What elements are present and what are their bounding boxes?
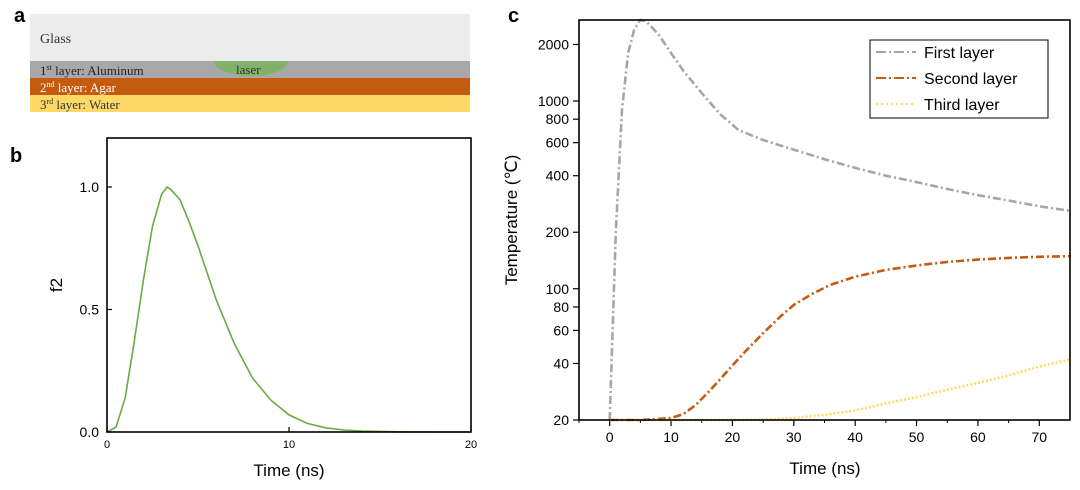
panel-c-ytick-label: 600: [546, 135, 570, 151]
glass-layer: [30, 14, 470, 61]
panel-c-xtick-label: 30: [786, 429, 802, 445]
layer1-label: 1st layer: Aluminum: [40, 63, 144, 78]
panel-c-ytick-label: 200: [546, 224, 570, 240]
f2-curve: [106, 185, 471, 433]
layer1-sup: st: [47, 63, 53, 72]
panel-b-xlabel: Time (ns): [253, 461, 324, 480]
panel-label-a: a: [14, 5, 26, 27]
panel-c-xlabel: Time (ns): [789, 459, 860, 478]
panel-c-ticks: 0 10 20 30 40 50 60 70 20 40 60 80 100 200 400 600 800 10…: [538, 36, 1047, 445]
third-layer-line: [609, 358, 1071, 422]
panel-c-ytick-label: 800: [546, 111, 570, 127]
panel-c-ytick-label: 40: [553, 355, 569, 371]
panel-c-xtick-label: 10: [663, 429, 679, 445]
panel-b-xtick-label: 10: [283, 439, 295, 451]
layer3-text: layer: Water: [53, 97, 120, 112]
panel-c: c 0 10 20 30 40 50 60 70 20 40 60 80 100 200 400 600 800…: [502, 5, 1071, 478]
layer2-label: 2nd layer: Agar: [40, 80, 117, 95]
layer3-sup: rd: [47, 97, 54, 106]
layer2-num: 2: [40, 80, 47, 95]
panel-b: b 0 10 20 0.0 0.5 1.0 Time (ns) f2: [10, 137, 478, 480]
panel-c-ytick-label: 1000: [538, 93, 569, 109]
panel-c-xtick-label: 0: [606, 429, 614, 445]
panel-c-xtick-label: 20: [725, 429, 741, 445]
layer3-label: 3rd layer: Water: [40, 97, 120, 112]
panel-c-ytick-label: 60: [553, 322, 569, 338]
agar-layer: [30, 78, 470, 95]
panel-b-ytick-label: 0.0: [80, 424, 100, 440]
panel-c-ytick-label: 20: [553, 412, 569, 428]
panel-c-xtick-label: 40: [847, 429, 863, 445]
panel-c-xtick-label: 50: [909, 429, 925, 445]
panel-b-ticks: 0 10 20 0.0 0.5 1.0: [80, 179, 478, 451]
layer1-num: 1: [40, 63, 47, 78]
layer2-text: layer: Agar: [55, 80, 117, 95]
panel-c-legend: First layer Second layer Third layer: [869, 39, 1049, 119]
panel-b-ytick-label: 0.5: [80, 302, 100, 318]
panel-c-ytick-label: 2000: [538, 36, 569, 52]
panel-b-xtick-label: 20: [465, 439, 477, 451]
panel-a: a Glass laser 1st layer: Aluminum 2nd la…: [14, 5, 470, 112]
panel-label-b: b: [10, 145, 22, 167]
laser-label: laser: [236, 62, 261, 77]
panel-c-ytick-label: 80: [553, 299, 569, 315]
panel-label-c: c: [508, 5, 519, 27]
second-layer-line: [609, 254, 1071, 422]
panel-c-xtick-label: 60: [970, 429, 986, 445]
panel-c-ylabel: Temperature (℃): [502, 155, 521, 286]
legend-label-third: Third layer: [924, 97, 1000, 114]
legend-label-second: Second layer: [924, 71, 1018, 88]
panel-c-frame: [578, 19, 1071, 421]
layer2-sup: nd: [47, 80, 55, 89]
panel-c-series: [608, 18, 1071, 422]
panel-c-ytick-label: 400: [546, 168, 570, 184]
panel-c-xtick-label: 70: [1032, 429, 1048, 445]
panel-b-ytick-label: 1.0: [80, 179, 100, 195]
first-layer-line: [608, 18, 1071, 421]
legend-label-first: First layer: [924, 45, 995, 62]
water-layer: [30, 95, 470, 112]
laser-spot: [214, 61, 288, 76]
layer1-text: layer: Aluminum: [52, 63, 144, 78]
panel-b-ylabel: f2: [47, 278, 66, 292]
panel-b-xtick-label: 0: [104, 439, 110, 451]
glass-label: Glass: [40, 32, 71, 47]
panel-b-frame: [106, 137, 472, 433]
panel-c-ytick-label: 100: [546, 281, 570, 297]
layer3-num: 3: [40, 97, 47, 112]
